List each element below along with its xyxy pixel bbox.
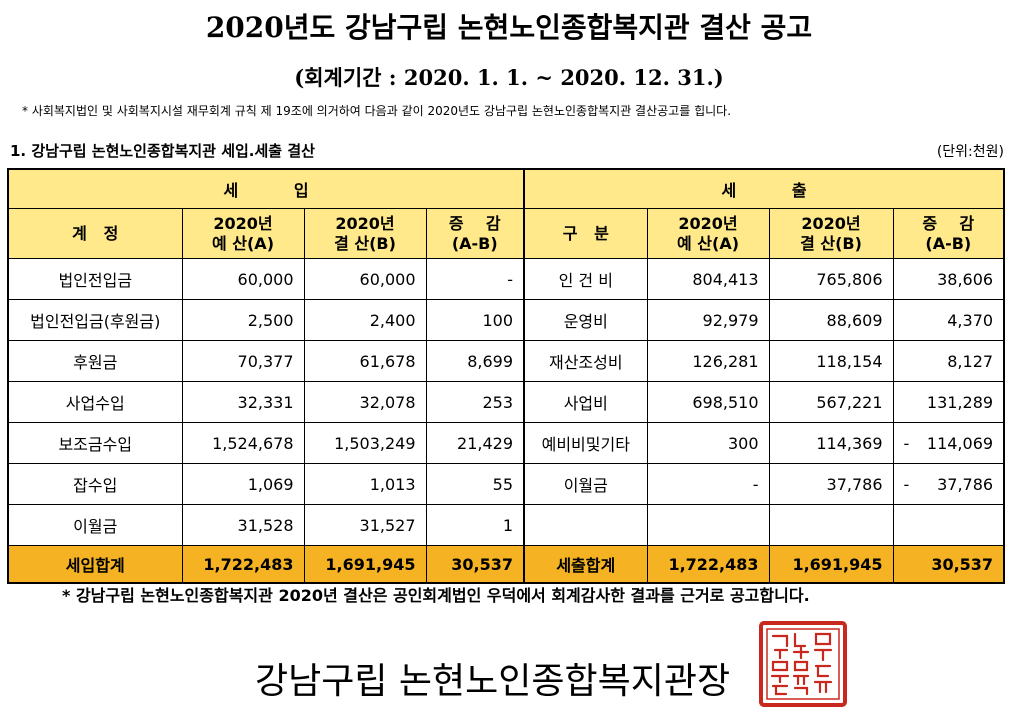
- income-item: 잡수입: [7, 463, 183, 505]
- table-row: 보조금수입 1,524,678 1,503,249 21,429 예비비및기타 …: [7, 422, 1005, 464]
- organization-signature: 강남구립 논현노인종합복지관장: [255, 661, 731, 702]
- expense-total-diff: 30,537: [892, 545, 1005, 584]
- expense-settled-header: 2020년 결 산(B): [768, 208, 894, 259]
- income-item: 사업수입: [7, 381, 183, 423]
- section-title: 1. 강남구립 논현노인종합복지관 세입.세출 결산: [10, 142, 315, 160]
- income-diff-header: 증 감 (A-B): [425, 208, 526, 259]
- expense-diff: [892, 504, 1005, 546]
- table-row: 사업수입 32,331 32,078 253 사업비 698,510 567,2…: [7, 381, 1005, 423]
- expense-diff: 8,127: [892, 340, 1005, 382]
- income-budget: 70,377: [181, 340, 305, 382]
- income-settled: 60,000: [303, 258, 427, 300]
- minus-sign: -: [903, 474, 910, 494]
- income-budget: 32,331: [181, 381, 305, 423]
- table-row: 법인전입금(후원금) 2,500 2,400 100 운영비 92,979 88…: [7, 299, 1005, 341]
- audit-footnote: * 강남구립 논현노인종합복지관 2020년 결산은 공인회계법인 우덕에서 회…: [62, 586, 810, 605]
- settlement-table: 세 입 세 출 계 정 2020년 예 산(A) 2020년 결 산(B) 증 감(…: [7, 168, 1006, 584]
- income-total-diff: 30,537: [425, 545, 526, 584]
- table-row: 법인전입금 60,000 60,000 - 인 건 비 804,413 765,…: [7, 258, 1005, 300]
- income-diff: 55: [425, 463, 526, 505]
- income-settled-header: 2020년 결 산(B): [303, 208, 427, 259]
- income-settled: 31,527: [303, 504, 427, 546]
- income-budget: 1,524,678: [181, 422, 305, 464]
- unit-label: (단위:천원): [936, 144, 1004, 160]
- expense-item: 이월금: [523, 463, 648, 505]
- income-settled: 1,503,249: [303, 422, 427, 464]
- expense-budget: 698,510: [646, 381, 770, 423]
- income-diff: -: [425, 258, 526, 300]
- table-row: 잡수입 1,069 1,013 55 이월금 - 37,786 -37,786: [7, 463, 1005, 505]
- income-item: 법인전입금: [7, 258, 183, 300]
- expense-budget-header: 2020년 예 산(A): [646, 208, 770, 259]
- fiscal-period: (회계기간 : 2020. 1. 1. ~ 2020. 12. 31.): [294, 65, 724, 90]
- income-settled: 2,400: [303, 299, 427, 341]
- expense-diff: 4,370: [892, 299, 1005, 341]
- expense-settled: 114,369: [768, 422, 894, 464]
- income-settled: 32,078: [303, 381, 427, 423]
- income-budget: 1,069: [181, 463, 305, 505]
- expense-budget: 804,413: [646, 258, 770, 300]
- expense-budget: 300: [646, 422, 770, 464]
- expense-budget: 92,979: [646, 299, 770, 341]
- expense-settled: 765,806: [768, 258, 894, 300]
- income-settled: 1,013: [303, 463, 427, 505]
- income-item: 법인전입금(후원금): [7, 299, 183, 341]
- income-budget: 2,500: [181, 299, 305, 341]
- expense-item: [523, 504, 648, 546]
- expense-budget: 126,281: [646, 340, 770, 382]
- income-total-settled: 1,691,945: [303, 545, 427, 584]
- expense-item: 사업비: [523, 381, 648, 423]
- total-row: 세입합계 1,722,483 1,691,945 30,537 세출합계 1,7…: [7, 545, 1005, 584]
- income-budget: 60,000: [181, 258, 305, 300]
- category-column-header: 구 분: [523, 208, 648, 259]
- income-diff: 21,429: [425, 422, 526, 464]
- table-row: 이월금 31,528 31,527 1: [7, 504, 1005, 546]
- expense-budget: -: [646, 463, 770, 505]
- income-diff: 1: [425, 504, 526, 546]
- expense-settled: 567,221: [768, 381, 894, 423]
- income-diff: 253: [425, 381, 526, 423]
- expense-settled: 37,786: [768, 463, 894, 505]
- notice-title: 2020년도 강남구립 논현노인종합복지관 결산 공고: [205, 11, 813, 44]
- income-budget-header: 2020년 예 산(A): [181, 208, 305, 259]
- account-column-header: 계 정: [7, 208, 183, 259]
- expense-diff: 131,289: [892, 381, 1005, 423]
- income-diff: 8,699: [425, 340, 526, 382]
- income-item: 보조금수입: [7, 422, 183, 464]
- expense-item: 예비비및기타: [523, 422, 648, 464]
- expense-budget: [646, 504, 770, 546]
- expense-total-label: 세출합계: [523, 545, 648, 584]
- income-diff: 100: [425, 299, 526, 341]
- expense-settled: 118,154: [768, 340, 894, 382]
- income-budget: 31,528: [181, 504, 305, 546]
- income-total-label: 세입합계: [7, 545, 183, 584]
- expense-total-budget: 1,722,483: [646, 545, 770, 584]
- expense-settled: [768, 504, 894, 546]
- minus-sign: -: [903, 433, 910, 453]
- income-header: 세 입: [7, 168, 526, 209]
- income-total-budget: 1,722,483: [181, 545, 305, 584]
- expense-diff: -114,069: [892, 422, 1005, 464]
- expense-item: 운영비: [523, 299, 648, 341]
- diff-value: 37,786: [937, 474, 994, 494]
- expense-item: 인 건 비: [523, 258, 648, 300]
- expense-settled: 88,609: [768, 299, 894, 341]
- income-settled: 61,678: [303, 340, 427, 382]
- expense-diff: - 37,786: [892, 463, 1005, 505]
- expense-total-settled: 1,691,945: [768, 545, 894, 584]
- income-item: 이월금: [7, 504, 183, 546]
- expense-diff-header: 증 감 (A-B): [892, 208, 1005, 259]
- expense-item: 재산조성비: [523, 340, 648, 382]
- expense-diff: 38,606: [892, 258, 1005, 300]
- table-row: 후원금 70,377 61,678 8,699 재산조성비 126,281 11…: [7, 340, 1005, 382]
- expense-header: 세 출: [523, 168, 1005, 209]
- official-seal-icon: [759, 621, 847, 707]
- income-item: 후원금: [7, 340, 183, 382]
- legal-note: * 사회복지법인 및 사회복지시설 재무회계 규칙 제 19조에 의거하여 다음…: [22, 104, 732, 118]
- diff-value: 114,069: [926, 433, 994, 453]
